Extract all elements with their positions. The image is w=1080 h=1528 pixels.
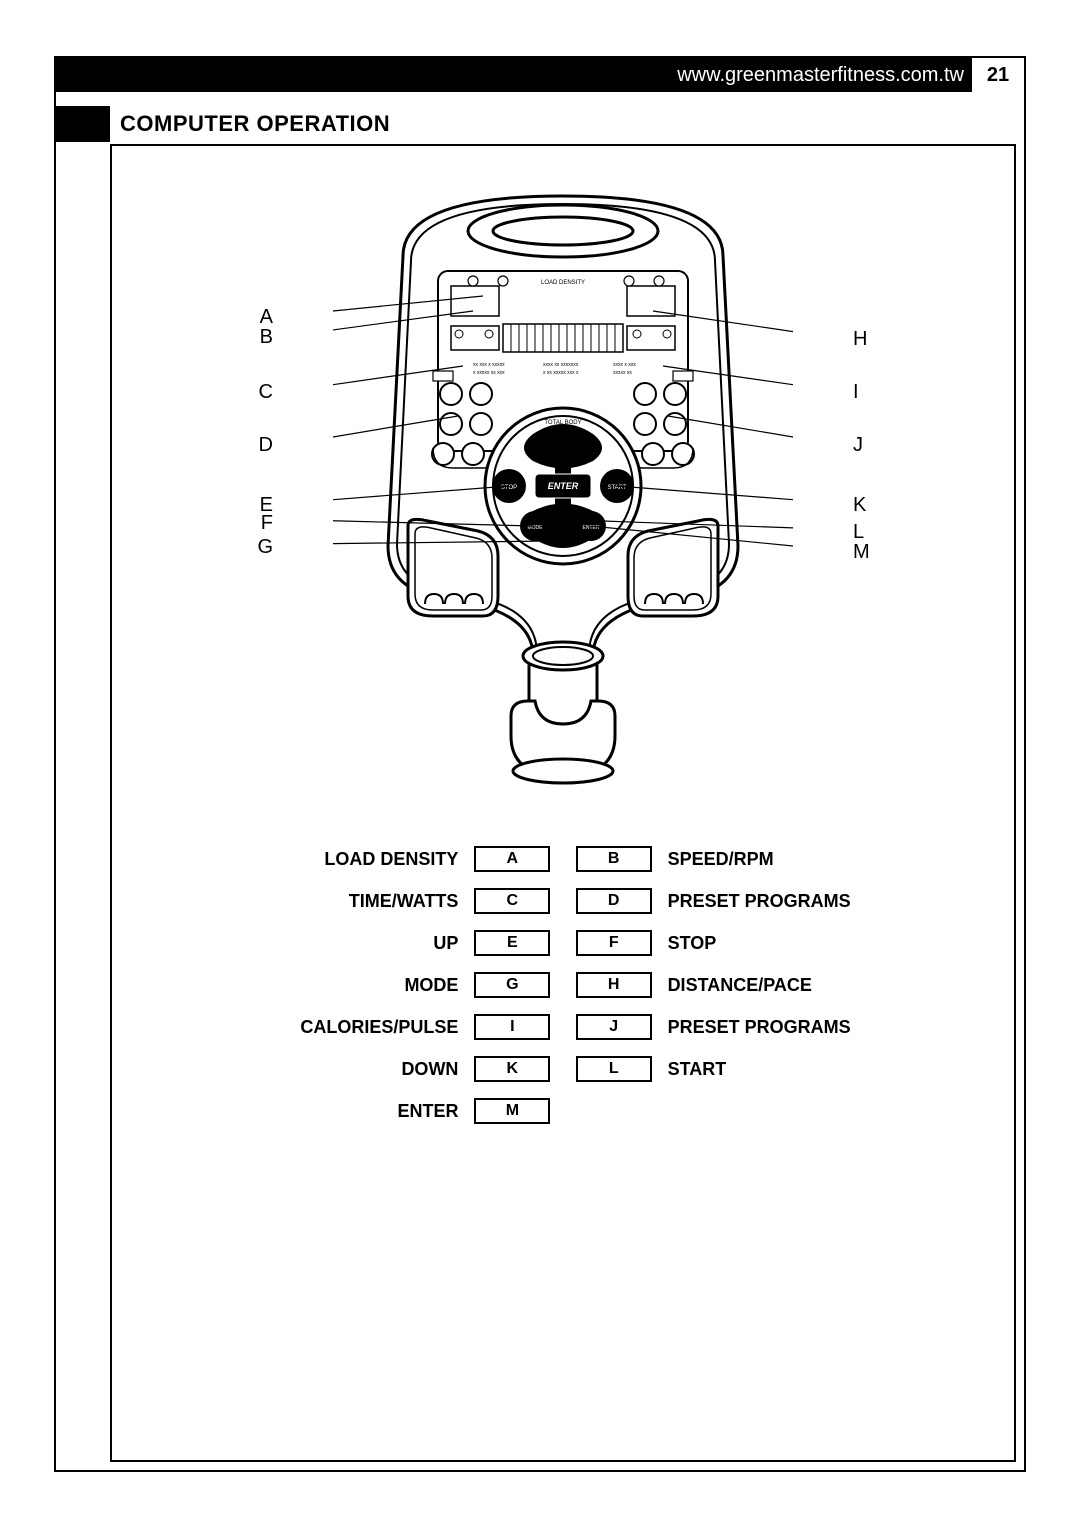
callout-f: F	[261, 512, 273, 535]
header-bar: www.greenmasterfitness.com.tw 21	[56, 58, 1024, 92]
legend-row: DOWN K L START	[253, 1056, 873, 1082]
legend-label: PRESET PROGRAMS	[660, 891, 873, 912]
legend-label: START	[660, 1059, 873, 1080]
legend-box: I	[474, 1014, 550, 1040]
header-url: www.greenmasterfitness.com.tw	[677, 64, 964, 87]
svg-text:x xx xxxxx xxx x: x xx xxxxx xxx x	[543, 370, 579, 376]
callout-m: M	[853, 541, 870, 564]
legend-box: K	[474, 1056, 550, 1082]
page: www.greenmasterfitness.com.tw 21 COMPUTE…	[0, 0, 1080, 1528]
legend-box: H	[576, 972, 652, 998]
legend-row: ENTER M	[253, 1098, 873, 1124]
console-svg: LOAD DENSITY	[333, 176, 793, 806]
legend-label: PRESET PROGRAMS	[660, 1017, 873, 1038]
svg-text:ENTER: ENTER	[548, 481, 579, 491]
section-title: COMPUTER OPERATION	[120, 111, 390, 137]
svg-text:x xxxxx xx xxx: x xxxxx xx xxx	[473, 370, 505, 376]
legend-label: TIME/WATTS	[253, 891, 466, 912]
legend-label: MODE	[253, 975, 466, 996]
legend-box: G	[474, 972, 550, 998]
svg-text:xxxx x xxx: xxxx x xxx	[613, 362, 636, 368]
legend: LOAD DENSITY A B SPEED/RPM TIME/WATTS C …	[253, 846, 873, 1124]
svg-text:xxxx xx xxxxxxx: xxxx xx xxxxxxx	[543, 362, 579, 368]
legend-box: F	[576, 930, 652, 956]
callout-i: I	[853, 381, 859, 404]
legend-label: CALORIES/PULSE	[253, 1017, 466, 1038]
callout-k: K	[853, 494, 866, 517]
legend-box: C	[474, 888, 550, 914]
callout-j: J	[853, 434, 863, 457]
legend-label: DOWN	[253, 1059, 466, 1080]
legend-row: LOAD DENSITY A B SPEED/RPM	[253, 846, 873, 872]
svg-text:xx xxx x xxxxx: xx xxx x xxxxx	[473, 362, 505, 368]
callout-d: D	[259, 434, 273, 457]
callout-b: B	[260, 326, 273, 349]
legend-label: SPEED/RPM	[660, 849, 873, 870]
legend-label: LOAD DENSITY	[253, 849, 466, 870]
svg-text:LOAD DENSITY: LOAD DENSITY	[541, 280, 585, 286]
legend-row: UP E F STOP	[253, 930, 873, 956]
legend-row: CALORIES/PULSE I J PRESET PROGRAMS	[253, 1014, 873, 1040]
legend-label: ENTER	[253, 1101, 466, 1122]
legend-row: MODE G H DISTANCE/PACE	[253, 972, 873, 998]
legend-row: TIME/WATTS C D PRESET PROGRAMS	[253, 888, 873, 914]
callout-g: G	[257, 536, 273, 559]
console-diagram: LOAD DENSITY	[112, 176, 1014, 816]
title-block	[56, 106, 110, 142]
outer-frame: www.greenmasterfitness.com.tw 21 COMPUTE…	[54, 56, 1026, 1472]
legend-box: L	[576, 1056, 652, 1082]
legend-box: E	[474, 930, 550, 956]
legend-label: DISTANCE/PACE	[660, 975, 873, 996]
legend-box: B	[576, 846, 652, 872]
legend-box: A	[474, 846, 550, 872]
legend-box: M	[474, 1098, 550, 1124]
legend-box: D	[576, 888, 652, 914]
callout-c: C	[259, 381, 273, 404]
legend-label: UP	[253, 933, 466, 954]
legend-box: J	[576, 1014, 652, 1040]
content-frame: LOAD DENSITY	[110, 144, 1016, 1462]
svg-text:TOTAL BODY: TOTAL BODY	[544, 420, 581, 426]
legend-label: STOP	[660, 933, 873, 954]
page-number: 21	[970, 58, 1024, 92]
callout-h: H	[853, 328, 867, 351]
svg-text:xxxxx xx: xxxxx xx	[613, 370, 632, 376]
title-row: COMPUTER OPERATION	[56, 104, 1024, 144]
